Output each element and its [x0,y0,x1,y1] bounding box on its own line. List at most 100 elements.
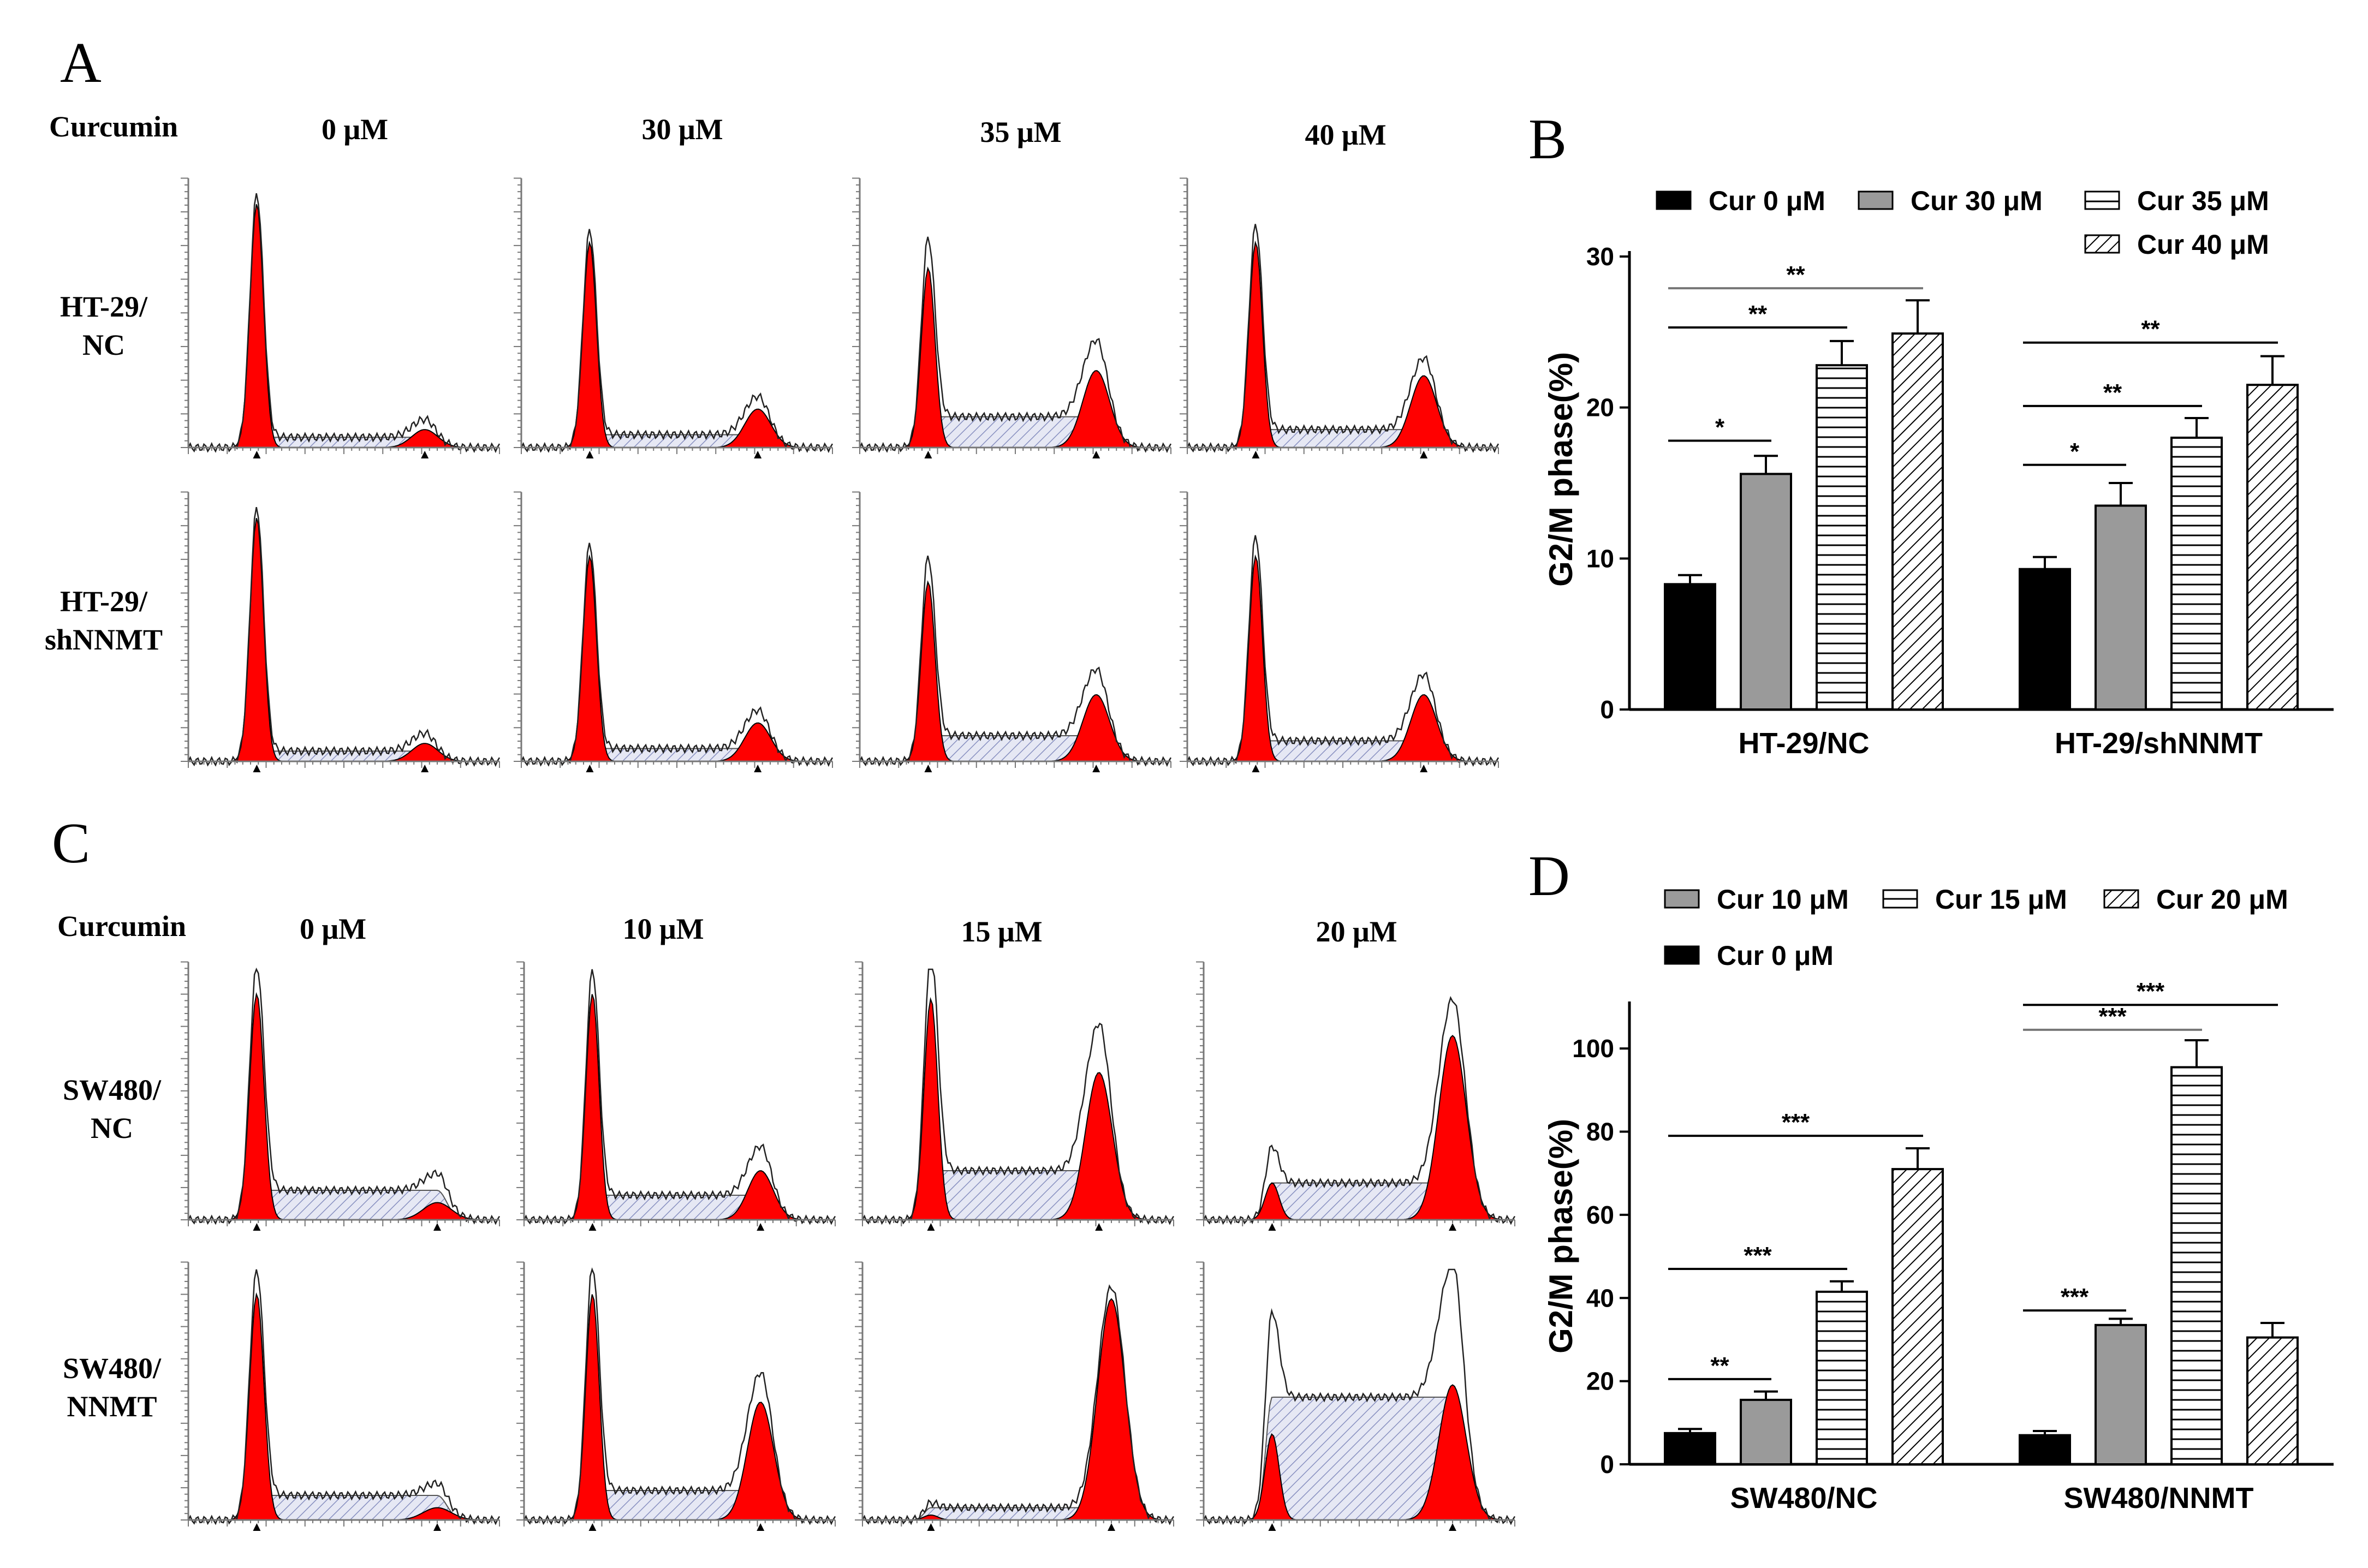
panel-b-significance-label: ** [2141,316,2160,343]
panel-a-row-label-1-line-2: shNNMT [45,623,163,656]
panel-b-bar [1816,364,1868,711]
hist-A-r0-c3-envelope [1186,224,1500,454]
hist-A-r0-c0-peak-marker-1 [421,451,429,458]
panel-d-category-label: SW480/NNMT [2063,1482,2253,1515]
panel-d: D G2/M phase(%) 0 20 40 60 80 100 SW480/NC SW48… [1528,844,2334,1515]
hist-A-r0-c0-envelope [187,193,501,454]
panel-d-significance-label: *** [2098,1003,2127,1030]
hist-C-r0-c2 [855,961,1175,1231]
hist-A-r1-c0 [181,491,501,772]
hist-A-r0-c0 [181,177,501,458]
panel-c-row-label-1-line-2: NNMT [67,1390,157,1423]
hist-C-r0-c1 [516,961,836,1231]
hist-C-r0-c3 [1196,961,1516,1231]
panel-b-legend-swatch [2084,190,2120,210]
panel-b-legend-label: Cur 35 μM [2137,186,2269,216]
hist-A-r1-c3-envelope [1186,535,1500,767]
panel-b-y-axis-label: G2/M phase(%) [1543,352,1579,587]
panel-c-conc-0: 0 μM [300,913,366,945]
hist-C-r0-c0-g1-peak [188,992,499,1220]
hist-A-r1-c0-envelope [187,506,501,767]
hist-A-r0-c3-peak-marker-1 [1420,451,1428,458]
panel-a-letter: A [60,31,102,94]
panel-b-legend-swatch [1858,190,1894,210]
hist-A-r0-c1-peak-marker-1 [754,451,762,458]
hist-A-r0-c2 [852,177,1172,458]
panel-d-y-axis-label: G2/M phase(%) [1543,1119,1579,1354]
panel-d-significance-label: *** [1782,1109,1810,1136]
hist-A-r0-c1 [514,177,834,458]
panel-c-row-header: Curcumin [57,910,186,943]
panel-b-legend-label: Cur 30 μM [1911,186,2043,216]
hist-C-r1-c2-peak-marker-1 [1108,1523,1115,1531]
panel-b: B G2/M phase(%) 0 10 20 30 HT-29/NC HT-29/shN… [1528,107,2334,760]
panel-a-conc-1: 30 μM [641,113,723,146]
hist-A-r0-c2-envelope [859,236,1172,454]
panel-b-significance-label: ** [1786,261,1805,288]
panel-b-category-label: HT-29/shNNMT [2055,727,2263,760]
hist-C-r1-c1-peak-marker-1 [757,1523,765,1531]
hist-A-r1-c1-peak-marker-1 [754,765,762,772]
panel-c-row-label-0-line-1: SW480/ [63,1074,162,1106]
panel-d-significance-label: *** [1744,1242,1772,1269]
panel-d-significance-label: *** [2137,978,2165,1005]
panel-c-conc-2: 15 μM [961,915,1042,948]
panel-b-y-tick-label: 0 [1600,695,1614,724]
hist-C-r1-c2-peak-marker-0 [927,1523,935,1531]
hist-A-r0-c0-peak-marker-0 [253,451,261,458]
panel-c-histogram-grid [181,961,1516,1531]
hist-A-r1-c1-envelope [520,542,834,767]
panel-d-legend-swatch [1882,889,1918,909]
panel-b-legend-label: Cur 40 μM [2137,229,2269,260]
panel-b-significance-label: * [2070,438,2080,465]
panel-d-y-tick-label: 100 [1572,1034,1614,1063]
hist-C-r1-c0-g1-peak [188,1292,499,1521]
hist-A-r0-c1-g1-peak [521,240,832,448]
hist-C-r0-c0-envelope [187,967,501,1225]
panel-d-legend-label: Cur 0 μM [1717,940,1834,971]
panel-a-row-label-0-line-2: NC [82,329,125,361]
panel-d-bar-chart: G2/M phase(%) 0 20 40 60 80 100 SW480/NC SW480/… [1543,884,2334,1515]
hist-C-r0-c2-peak-marker-0 [927,1223,935,1231]
panel-d-legend-swatch [2103,889,2139,909]
hist-A-r0-c1-envelope [520,229,834,454]
hist-C-r1-c0-peak-marker-1 [433,1523,441,1531]
hist-C-r1-c3-peak-marker-0 [1268,1523,1276,1531]
hist-A-r0-c0-g1-peak [188,204,499,448]
panel-a-row-label-1-line-1: HT-29/ [60,585,148,618]
panel-a-conc-3: 40 μM [1305,118,1386,151]
hist-C-r1-c1-peak-marker-0 [588,1523,597,1531]
panel-a-conc-0: 0 μM [322,113,388,146]
panel-a-histogram-grid [181,177,1500,772]
hist-A-r1-c1-peak-marker-0 [586,765,594,772]
panel-b-letter: B [1528,107,1567,171]
panel-d-bar [1891,1168,1944,1466]
panel-d-bar [1816,1290,1868,1465]
panel-a-conc-2: 35 μM [980,116,1061,148]
hist-A-r1-c2-envelope [859,556,1172,767]
hist-A-r1-c0-g1-peak [188,517,499,762]
hist-A-r1-c3-peak-marker-0 [1252,765,1260,772]
hist-C-r1-c0 [181,1261,501,1531]
hist-A-r0-c2-peak-marker-0 [924,451,932,458]
hist-C-r1-c1 [516,1261,836,1531]
panel-b-y-tick-label: 20 [1586,394,1614,422]
panel-b-bar [2170,437,2223,711]
hist-C-r0-c0 [181,961,501,1231]
panel-c-conc-1: 10 μM [622,913,704,945]
hist-C-r0-c3-envelope [1203,995,1516,1225]
hist-A-r1-c1-g1-peak [521,554,832,762]
panel-b-significance-label: ** [2103,379,2122,406]
hist-C-r0-c1-peak-marker-0 [588,1223,597,1231]
panel-d-legend-swatch [1664,889,1700,909]
panel-c-row-label-0-line-2: NC [91,1112,133,1144]
panel-b-legend-swatch [2084,234,2120,254]
hist-C-r1-c3-envelope [1203,1268,1516,1525]
hist-C-r0-c3-peak-marker-1 [1449,1223,1456,1231]
panel-d-significance-label: ** [1710,1352,1729,1379]
panel-d-y-tick-label: 80 [1586,1118,1614,1146]
hist-C-r1-c0-peak-marker-0 [253,1523,261,1531]
panel-b-bar [1664,583,1716,711]
hist-A-r0-c1-peak-marker-0 [586,451,594,458]
